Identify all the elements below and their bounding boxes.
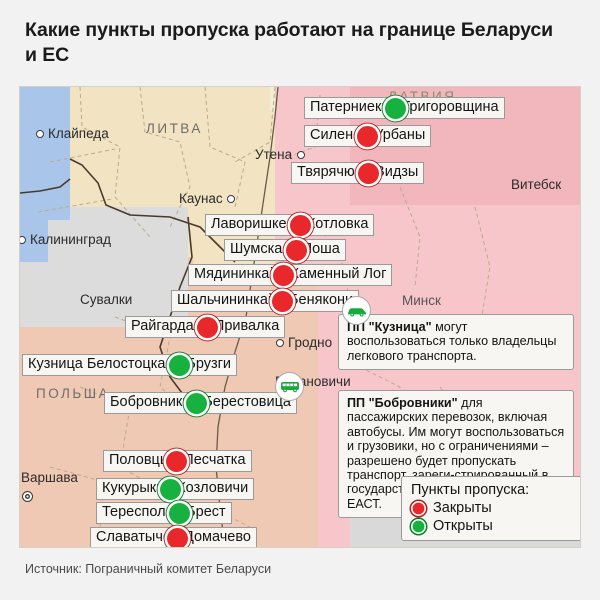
crossing-label-right: Привалка [207, 316, 286, 338]
crossing-label-left: Кукурыки [96, 478, 171, 500]
region-kaliningrad [20, 207, 188, 327]
car-glyph [347, 307, 366, 316]
callout-bobrovniki-title: ПП "Бобровники" [347, 396, 458, 410]
crossing-label-right: Котловка [300, 214, 375, 236]
crossing-label-right: Видзы [369, 162, 425, 184]
crossing-marker-open[interactable] [169, 354, 191, 376]
city-warsaw: Варшава [21, 470, 78, 485]
city-dot-icon [226, 195, 235, 204]
crossing-label-left: Половцы [103, 450, 177, 472]
crossing-marker-closed[interactable] [289, 214, 311, 236]
map-canvas[interactable]: ЛИТВА ЛАТВИЯ ПОЛЬША БЕЛАРУСЬ Клайпеда Ка… [19, 86, 581, 548]
crossing-marker-open[interactable] [160, 478, 182, 500]
crossing-marker-closed[interactable] [357, 125, 379, 147]
city-grodno: Гродно [276, 335, 332, 350]
crossing-row[interactable]: Кузница Белостоцкая Брузги [22, 354, 238, 376]
callout-kuznica-text: могут воспользоваться только владельцы л… [347, 320, 557, 363]
region-curonian-lagoon [20, 182, 48, 262]
callout-kuznica: ПП "Кузница" могут воспользоваться тольк… [338, 314, 574, 371]
crossing-row[interactable]: Лаворишкес Котловка [205, 214, 375, 236]
legend: Пункты пропуска: Закрыты Открыты [401, 476, 580, 541]
crossing-row[interactable]: Кукурыки Козловичи [96, 478, 255, 500]
crossing-row[interactable]: Патерниеки Григоровщина [304, 97, 505, 119]
city-utena: Утена [255, 147, 306, 162]
country-label-lithuania: ЛИТВА [146, 121, 203, 136]
crossing-row[interactable]: Силене Урбаны [304, 125, 432, 147]
city-vitebsk: Витебск [511, 177, 562, 192]
city-klaipeda: Клайпеда [36, 126, 109, 141]
crossing-label-left: Мядининкай [188, 264, 284, 286]
crossing-label-right: Домачево [177, 527, 257, 547]
crossing-marker-open[interactable] [186, 392, 208, 414]
capital-dot-icon [22, 490, 33, 502]
crossing-row[interactable]: Твярячюс Видзы [291, 162, 425, 184]
crossing-marker-closed[interactable] [196, 316, 218, 338]
crossing-label-left: Шумскас [224, 239, 296, 261]
crossing-row[interactable]: Тересполь Брест [96, 502, 232, 524]
crossing-row[interactable]: Половцы Песчатка [103, 450, 252, 472]
crossing-row[interactable]: Шальчининкай Бенякони [171, 290, 360, 312]
crossing-label-left: Шальчининкай [171, 290, 282, 312]
crossing-label-right: Песчатка [177, 450, 252, 472]
city-warsaw-marker [22, 488, 37, 503]
crossing-label-right: Лоша [296, 239, 346, 261]
crossing-label-right: Каменный Лог [284, 264, 393, 286]
crossing-marker-closed[interactable] [166, 527, 188, 547]
crossing-marker-open[interactable] [169, 502, 191, 524]
crossing-label-right: Берестовица [197, 392, 297, 414]
country-label-poland: ПОЛЬША [36, 386, 111, 401]
crossing-label-right: Григоровщина [396, 97, 505, 119]
bus-icon [275, 372, 304, 401]
city-dot-icon [297, 151, 306, 160]
legend-label-closed: Закрыты [433, 500, 492, 516]
map-geography: ЛИТВА ЛАТВИЯ ПОЛЬША БЕЛАРУСЬ Клайпеда Ка… [20, 87, 580, 547]
callout-kuznica-title: ПП "Кузница" [347, 320, 432, 334]
legend-label-open: Открыты [433, 518, 493, 534]
crossing-label-right: Урбаны [368, 125, 432, 147]
crossing-row[interactable]: Шумскас Лоша [224, 239, 346, 261]
legend-swatch-closed-icon [411, 500, 426, 516]
city-dot-icon [20, 236, 26, 245]
crossing-label-right: Козловичи [171, 478, 255, 500]
crossing-marker-closed[interactable] [166, 450, 188, 472]
crossing-marker-closed[interactable] [358, 162, 380, 184]
crossing-label-left: Бобровники [104, 392, 197, 414]
city-dot-icon [276, 339, 284, 348]
legend-item-open: Открыты [411, 518, 580, 534]
bus-glyph [280, 382, 299, 393]
crossing-marker-open[interactable] [385, 97, 407, 119]
crossing-label-right: Брузги [180, 354, 238, 376]
legend-item-closed: Закрыты [411, 500, 580, 516]
crossing-label-left: Славатыче [90, 527, 177, 547]
city-kaunas: Каунас [179, 191, 235, 206]
crossing-label-left: Твярячюс [291, 162, 369, 184]
city-kaliningrad: Калининград [20, 232, 111, 247]
crossing-row[interactable]: Бобровники Берестовица [104, 392, 297, 414]
city-minsk: Минск [402, 293, 441, 308]
crossing-row[interactable]: Райгардас Привалка [125, 316, 286, 338]
crossing-marker-closed[interactable] [273, 264, 295, 286]
crossing-label-left: Лаворишкес [205, 214, 300, 236]
city-suvalki: Сувалки [80, 292, 133, 307]
crossing-row[interactable]: Мядининкай Каменный Лог [188, 264, 393, 286]
crossing-row[interactable]: Славатыче Домачево [90, 527, 257, 547]
crossing-marker-closed[interactable] [285, 239, 307, 261]
legend-title: Пункты пропуска: [411, 482, 530, 498]
crossing-label-right: Брест [180, 502, 232, 524]
crossing-label-left: Тересполь [96, 502, 180, 524]
legend-swatch-open-icon [411, 518, 426, 534]
page-title: Какие пункты пропуска работают на границ… [25, 19, 554, 66]
crossing-label-left: Кузница Белостоцкая [22, 354, 180, 376]
crossing-label-left: Райгардас [125, 316, 207, 338]
car-icon [342, 296, 371, 325]
city-dot-icon [36, 130, 44, 139]
crossing-marker-closed[interactable] [272, 290, 293, 312]
source-note: Источник: Пограничный комитет Беларуси [25, 562, 272, 576]
crossing-label-left: Патерниеки [304, 97, 396, 119]
